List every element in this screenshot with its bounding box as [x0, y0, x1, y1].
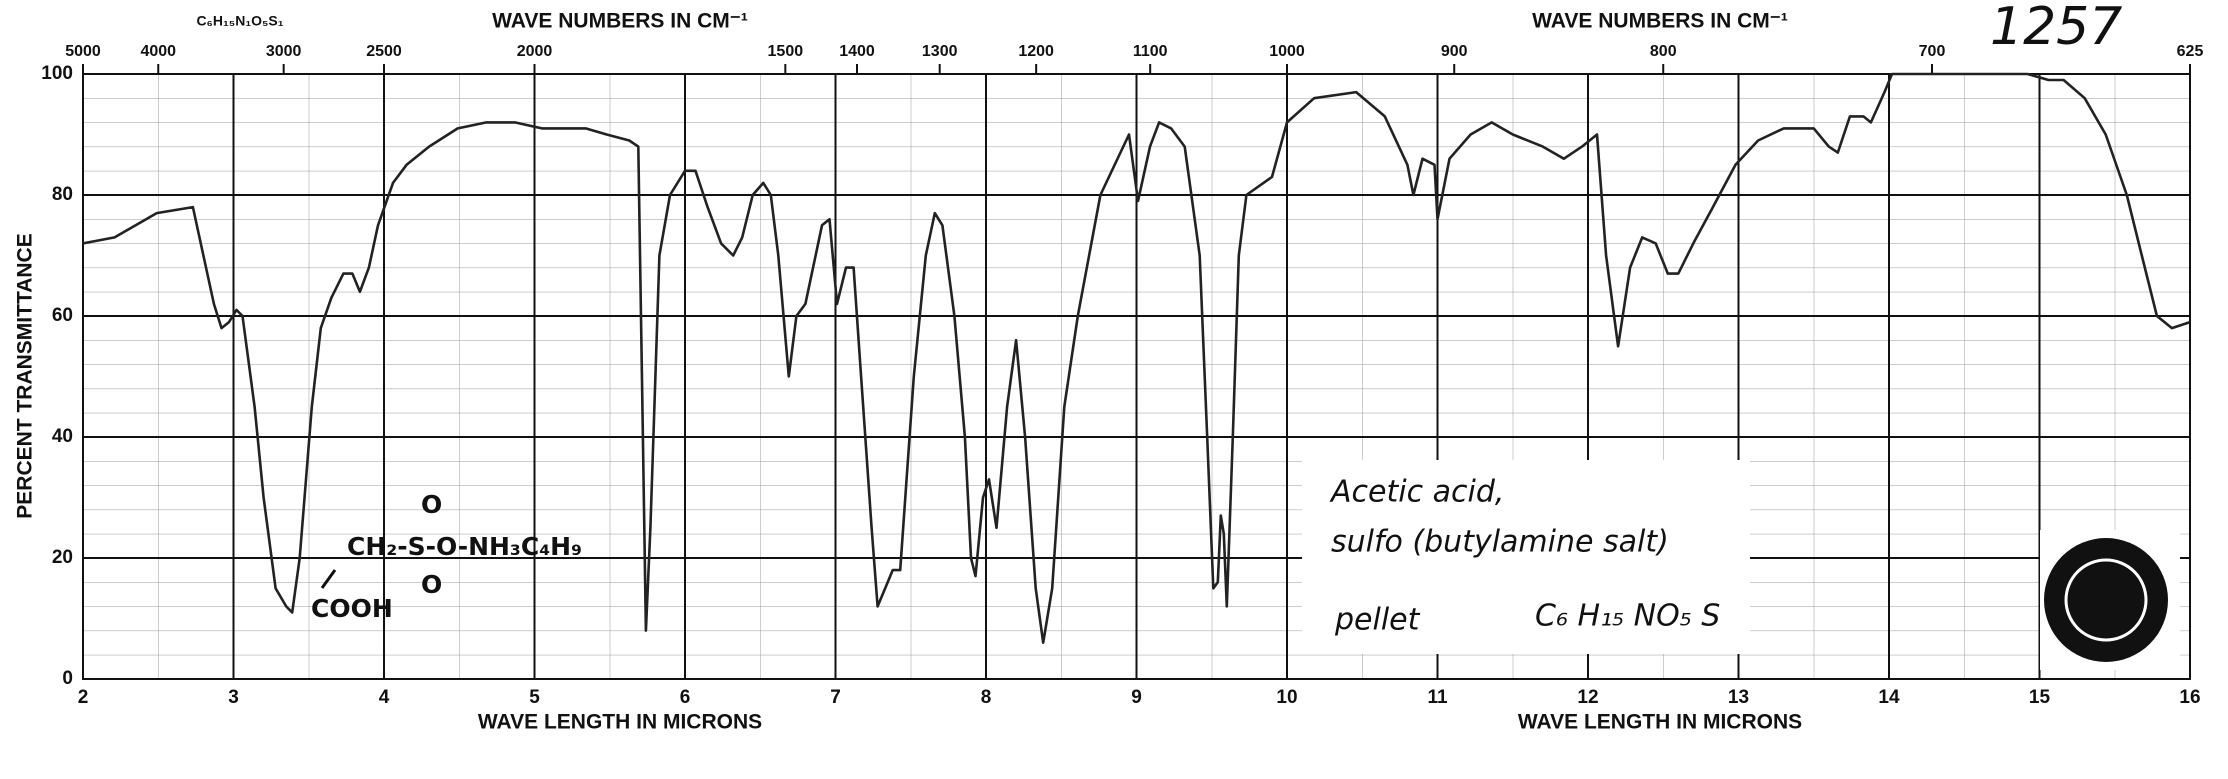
x-tick-label: 15: [2029, 687, 2051, 708]
x-tick-label: 4: [379, 687, 390, 708]
y-tick-label: 40: [52, 426, 73, 447]
annotation-box: [1302, 460, 1750, 654]
x2-tick-label: 4000: [140, 43, 176, 60]
x2-tick-label: 900: [1441, 43, 1468, 60]
spectrum-line: [82, 72, 2191, 644]
x-tick-label: 2: [78, 687, 89, 708]
x2-tick-label: 2500: [366, 43, 402, 60]
logo-seal: [2044, 538, 2168, 662]
annotation: pellet: [1334, 603, 1421, 638]
x2-axis-title: WAVE NUMBERS IN CM⁻¹: [492, 10, 748, 33]
y-axis-title: PERCENT TRANSMITTANCE: [14, 233, 37, 518]
x2-tick-label: 800: [1650, 43, 1677, 60]
x-tick-label: 16: [2179, 687, 2200, 708]
annotation: C₆ H₁₅ NO₅ S: [1535, 599, 1720, 634]
structure-label: O: [421, 570, 442, 599]
x2-tick-label: 1000: [1269, 43, 1305, 60]
formula-header: C₆H₁₅N₁O₅S₁: [196, 13, 283, 29]
grid-layer: [82, 73, 2191, 680]
x2-tick-label: 1500: [768, 43, 804, 60]
structure-label: O: [421, 490, 442, 519]
y-tick-label: 60: [52, 305, 73, 326]
x-tick-label: 10: [1276, 687, 1297, 708]
x-tick-label: 13: [1728, 687, 1749, 708]
x-tick-label: 6: [680, 687, 691, 708]
plot-frame: [82, 73, 2191, 680]
x-tick-label: 14: [1878, 687, 1900, 708]
structure-label: CH₂-S-O-NH₃C₄H₉: [347, 532, 582, 561]
structure-bond: [320, 569, 337, 589]
y-tick-label: 0: [62, 668, 73, 689]
x-tick-label: 8: [981, 687, 992, 708]
x-axis-title: WAVE LENGTH IN MICRONS: [478, 711, 762, 734]
y-tick-label: 80: [52, 184, 73, 205]
x-tick-label: 12: [1577, 687, 1598, 708]
x2-axis-title: WAVE NUMBERS IN CM⁻¹: [1532, 10, 1788, 33]
x2-tick-label: 625: [2177, 43, 2204, 60]
x2-tick-label: 1100: [1133, 43, 1168, 60]
logo: [2040, 530, 2180, 670]
x-tick-label: 9: [1131, 687, 1142, 708]
structure-label: COOH: [311, 594, 393, 623]
annotation: Acetic acid,: [1329, 475, 1504, 510]
x-tick-label: 7: [830, 687, 841, 708]
x2-tick-label: 1200: [1018, 43, 1054, 60]
x2-tick-label: 700: [1919, 43, 1946, 60]
x-axis-title: WAVE LENGTH IN MICRONS: [1518, 711, 1802, 734]
x2-tick-label: 3000: [266, 43, 302, 60]
x-tick-label: 5: [529, 687, 540, 708]
logo-ring: [2064, 558, 2148, 642]
x2-tick-label: 5000: [65, 43, 101, 60]
x2-tick-label: 1400: [839, 43, 875, 60]
x2-tick-label: 2000: [517, 43, 553, 60]
sample-number: 1257: [1990, 0, 2122, 57]
annotation: sulfo (butylamine salt): [1331, 525, 1669, 560]
x2-tick-label: 1300: [922, 43, 958, 60]
y-tick-label: 20: [52, 547, 73, 568]
x-tick-label: 11: [1427, 687, 1448, 708]
y-tick-label: 100: [41, 63, 73, 84]
x-tick-label: 3: [228, 687, 239, 708]
